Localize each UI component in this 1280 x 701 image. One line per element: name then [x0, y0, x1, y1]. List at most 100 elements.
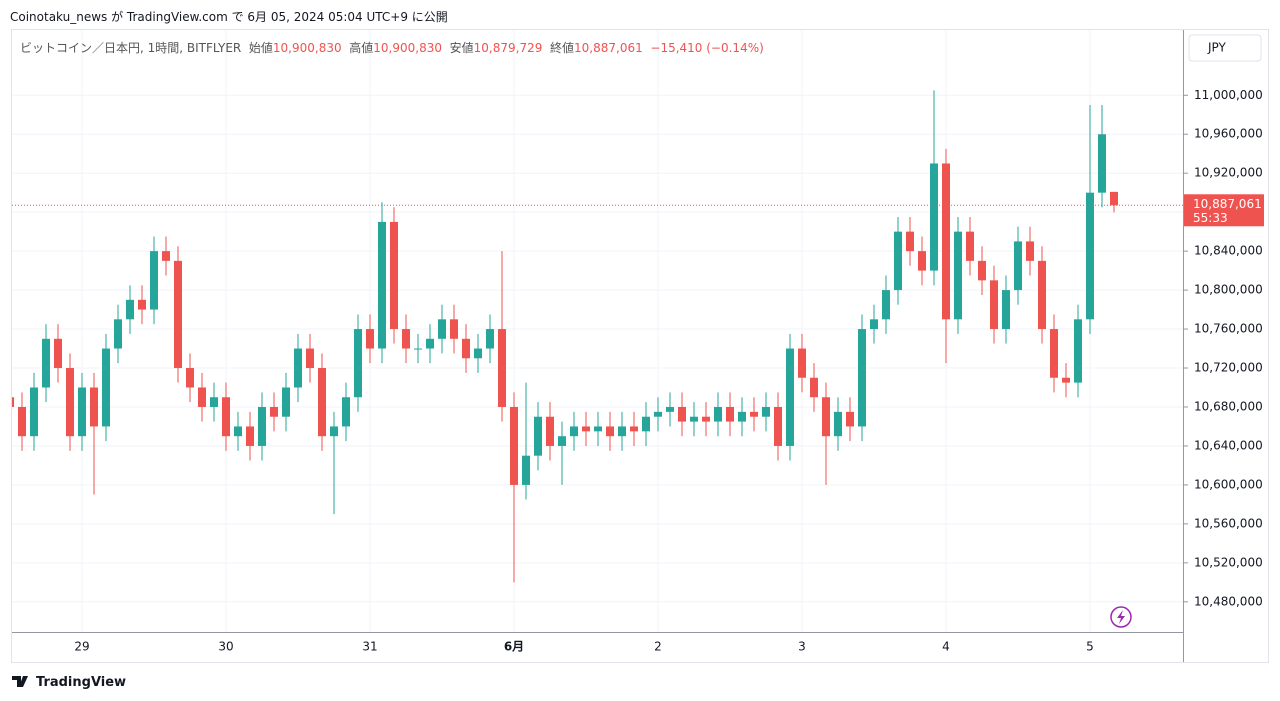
candle-body: [1050, 329, 1058, 378]
candle-body: [450, 319, 458, 339]
y-tick-label: 10,560,000: [1194, 516, 1263, 530]
alert-icon[interactable]: [1110, 606, 1132, 628]
candle-body: [570, 426, 578, 437]
candle-body: [78, 387, 86, 437]
candle-body: [558, 436, 566, 446]
candle-body: [906, 231, 914, 252]
candle-body: [642, 416, 650, 432]
header: Coinotaku_news が TradingView.com で 6月 05…: [10, 10, 448, 24]
candle-body: [918, 251, 926, 271]
candle-body: [12, 397, 14, 407]
candle-body: [54, 338, 62, 369]
candle-body: [654, 411, 662, 417]
candle-body: [966, 231, 974, 261]
candle-body: [462, 338, 470, 359]
candle-body: [330, 426, 338, 437]
candle-body: [270, 406, 278, 417]
candle-body: [738, 411, 746, 422]
candle-body: [726, 406, 734, 422]
y-tick-label: 10,720,000: [1194, 361, 1263, 375]
candle-body: [870, 319, 878, 330]
candle-body: [294, 348, 302, 388]
y-tick-label: 10,680,000: [1194, 399, 1263, 413]
candle-body: [930, 163, 938, 271]
currency-button[interactable]: [1188, 34, 1262, 62]
candle-body: [390, 221, 398, 330]
candle-body: [498, 329, 506, 407]
x-tick-label: 6月: [504, 640, 524, 654]
candle-body: [474, 348, 482, 359]
change: −15,410 (−0.14%): [650, 41, 764, 55]
candle-body: [834, 411, 842, 437]
price-label-bg: [1184, 194, 1264, 227]
y-tick-label: 10,800,000: [1194, 283, 1263, 297]
candle-body: [978, 260, 986, 281]
candle-body: [1038, 260, 1046, 330]
candle-body: [606, 426, 614, 437]
candle-body: [1074, 319, 1082, 383]
candle-body: [42, 338, 50, 388]
candle-body: [678, 406, 686, 422]
candle-body: [402, 329, 410, 349]
candle-body: [1098, 134, 1106, 193]
candle-body: [174, 260, 182, 369]
candle-body: [378, 221, 386, 349]
candle-body: [822, 397, 830, 437]
candle-body: [282, 387, 290, 417]
alert-bolt: [1117, 610, 1125, 624]
x-tick-label: 31: [362, 640, 377, 654]
candle-body: [414, 348, 422, 350]
x-tick-label: 4: [942, 640, 950, 654]
x-tick-label: 29: [74, 640, 89, 654]
x-tick-label: 2: [654, 640, 662, 654]
x-tick-label: 5: [1086, 640, 1094, 654]
frame: [11, 29, 1269, 663]
ohlc-value: 10,900,830: [373, 41, 442, 55]
candle-body: [882, 290, 890, 320]
ohlc-label: 高値: [349, 41, 374, 55]
candle-body: [510, 406, 518, 485]
currency: JPY: [1207, 41, 1227, 55]
candle-body: [750, 411, 758, 417]
candle-body: [210, 397, 218, 407]
candle-body: [1014, 241, 1022, 291]
candle-body: [222, 397, 230, 437]
candle-body: [798, 348, 806, 378]
candle-body: [486, 329, 494, 349]
candle-body: [246, 426, 254, 446]
y-tick-label: 10,600,000: [1194, 477, 1263, 491]
candle-body: [774, 406, 782, 446]
candle-body: [954, 231, 962, 320]
y-tick-label: 10,920,000: [1194, 166, 1263, 180]
candle-body: [522, 455, 530, 485]
y-tick-label: 11,000,000: [1194, 88, 1263, 102]
candle-body: [1062, 377, 1070, 383]
candle-body: [306, 348, 314, 369]
ohlc-label: 終値: [550, 41, 575, 55]
candle-body: [1002, 290, 1010, 330]
candle-body: [858, 329, 866, 427]
candle-body: [1086, 192, 1094, 320]
y-tick-label: 10,480,000: [1194, 594, 1263, 608]
candle-body: [690, 416, 698, 422]
candle-body: [894, 231, 902, 291]
candle-body: [138, 299, 146, 310]
candle-body: [618, 426, 626, 437]
candle-body: [1110, 191, 1118, 206]
candle-body: [18, 406, 26, 437]
candle-body: [354, 329, 362, 398]
candle-body: [162, 251, 170, 261]
y-tick-label: 10,840,000: [1194, 244, 1263, 258]
legend: ビットコイン／日本円, 1時間, BITFLYER 始値10,900,830 高…: [20, 39, 764, 56]
candle-body: [990, 280, 998, 330]
candle-body: [258, 406, 266, 446]
y-tick-label: 10,960,000: [1194, 127, 1263, 141]
candle-body: [66, 368, 74, 437]
candle-body: [90, 387, 98, 427]
price-countdown: 55:33: [1193, 211, 1228, 225]
candle-body: [702, 416, 710, 422]
ohlc-value: 10,887,061: [574, 41, 643, 55]
x-tick-label: 3: [798, 640, 806, 654]
candle-body: [234, 426, 242, 437]
